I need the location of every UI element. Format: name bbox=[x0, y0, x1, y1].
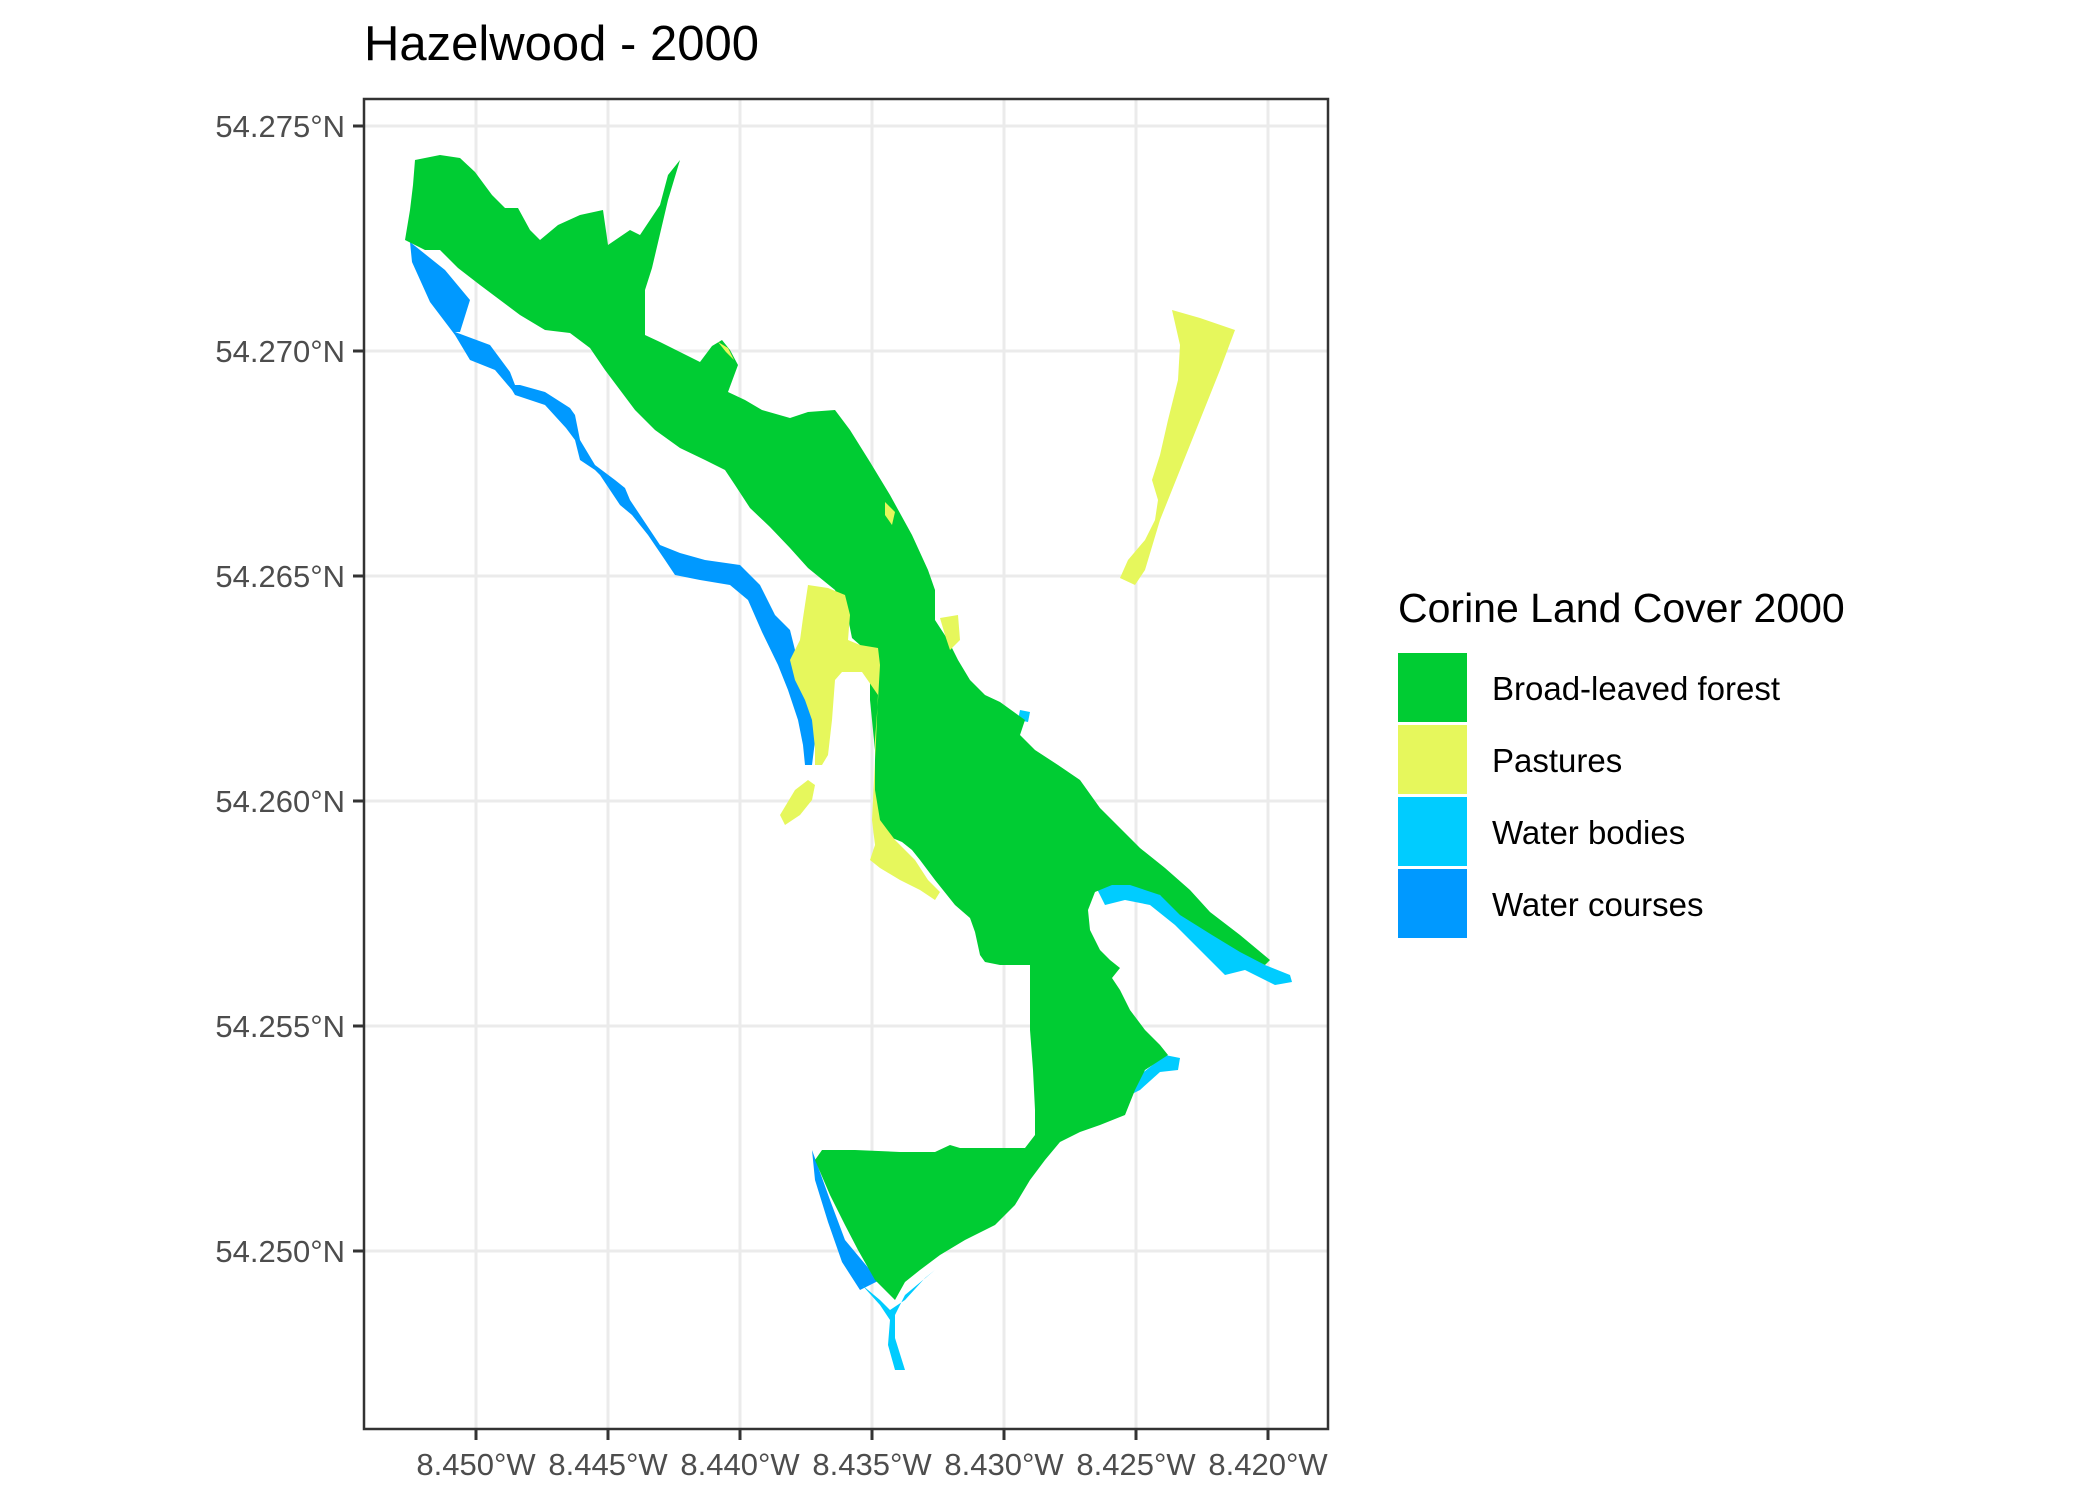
map-title: Hazelwood - 2000 bbox=[364, 17, 759, 71]
legend-label: Water courses bbox=[1492, 886, 1704, 923]
y-tick-label: 54.270°N bbox=[215, 334, 345, 369]
water-bodies-east-inlet bbox=[1130, 1055, 1180, 1095]
pastures-southwest-lobe bbox=[780, 780, 815, 825]
pastures-north-fleck bbox=[718, 342, 734, 360]
pastures-east-strip bbox=[1120, 310, 1235, 585]
map-panel-border bbox=[362, 97, 1330, 1431]
x-axis-labels: 8.450°W 8.445°W 8.440°W 8.435°W 8.430°W … bbox=[416, 1447, 1328, 1482]
pastures-mid-fleck bbox=[885, 502, 895, 525]
pastures-east-fleck bbox=[940, 615, 960, 650]
y-tick-label: 54.260°N bbox=[215, 784, 345, 819]
x-tick-label: 8.445°W bbox=[548, 1447, 668, 1482]
x-tick-label: 8.450°W bbox=[416, 1447, 536, 1482]
pastures-central-strip bbox=[790, 585, 940, 900]
legend-swatch bbox=[1398, 653, 1467, 722]
legend-item-water-bodies: Water bodies bbox=[1398, 797, 1685, 866]
water-courses-area bbox=[410, 242, 817, 765]
x-tick-label: 8.430°W bbox=[944, 1447, 1064, 1482]
water-bodies-east-arm bbox=[1095, 880, 1292, 985]
x-tick-label: 8.420°W bbox=[1208, 1447, 1328, 1482]
x-tick-label: 8.425°W bbox=[1076, 1447, 1196, 1482]
legend-label: Water bodies bbox=[1492, 814, 1685, 851]
y-tick-label: 54.255°N bbox=[215, 1009, 345, 1044]
legend-item-broad-leaved-forest: Broad-leaved forest bbox=[1398, 653, 1780, 722]
legend-swatch bbox=[1398, 725, 1467, 794]
y-tick-label: 54.275°N bbox=[215, 109, 345, 144]
legend: Corine Land Cover 2000 Broad-leaved fore… bbox=[1398, 585, 1845, 938]
y-axis-labels: 54.275°N 54.270°N 54.265°N 54.260°N 54.2… bbox=[215, 109, 345, 1269]
x-tick-label: 8.435°W bbox=[812, 1447, 932, 1482]
axis-tick-marks bbox=[353, 124, 1270, 1440]
legend-item-water-courses: Water courses bbox=[1398, 869, 1704, 938]
legend-item-pastures: Pastures bbox=[1398, 725, 1622, 794]
legend-swatch bbox=[1398, 869, 1467, 938]
legend-label: Pastures bbox=[1492, 742, 1622, 779]
water-bodies-south-tip bbox=[862, 1270, 935, 1370]
y-tick-label: 54.265°N bbox=[215, 559, 345, 594]
y-tick-label: 54.250°N bbox=[215, 1234, 345, 1269]
legend-label: Broad-leaved forest bbox=[1492, 670, 1780, 707]
legend-swatch bbox=[1398, 797, 1467, 866]
land-cover-layer bbox=[405, 155, 1292, 1370]
x-tick-label: 8.440°W bbox=[680, 1447, 800, 1482]
broad-leaved-forest-area bbox=[405, 155, 1270, 1300]
legend-title: Corine Land Cover 2000 bbox=[1398, 585, 1845, 631]
